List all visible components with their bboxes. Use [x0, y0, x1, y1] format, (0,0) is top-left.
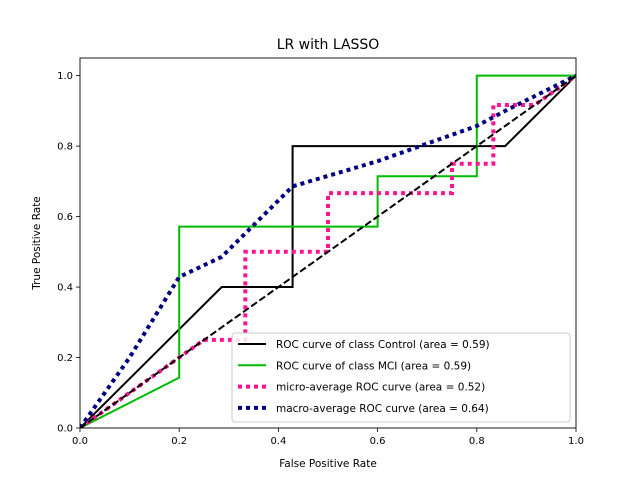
x-tick-label: 0.0 [72, 436, 88, 447]
axis-ticks: 0.0 0.2 0.4 0.6 0.8 1.0 0.0 0.2 0.4 0.6 0.8 1.0 [57, 71, 584, 447]
x-tick-label: 0.2 [171, 436, 187, 447]
x-tick-label: 0.6 [370, 436, 386, 447]
legend-entry-label: micro-average ROC curve (area = 0.52) [276, 382, 485, 394]
chart-title: LR with LASSO [277, 37, 380, 53]
x-tick-label: 0.4 [270, 436, 286, 447]
plot-lines [80, 73, 576, 428]
plot-frame [79, 57, 577, 429]
x-axis-label: False Positive Rate [279, 458, 377, 470]
x-tick-label: 0.8 [469, 436, 485, 447]
legend-entry-label: ROC curve of class MCI (area = 0.59) [276, 360, 471, 372]
y-axis-label: True Positive Rate [31, 196, 43, 291]
series-line-2 [80, 74, 576, 428]
y-tick-label: 0.8 [57, 142, 73, 153]
legend-box [231, 332, 571, 423]
y-tick-label: 0.2 [57, 353, 73, 364]
chance-reference-line [80, 74, 576, 428]
legend: ROC curve of class Control (area = 0.59)… [231, 332, 571, 423]
y-tick-label: 0.0 [57, 424, 73, 435]
legend-entry-label: macro-average ROC curve (area = 0.64) [276, 403, 489, 415]
x-tick-label: 1.0 [568, 436, 584, 447]
y-tick-label: 1.0 [57, 71, 73, 82]
legend-entry-label: ROC curve of class Control (area = 0.59) [276, 339, 490, 351]
series-line-3 [80, 73, 576, 428]
y-tick-label: 0.6 [57, 212, 73, 223]
series-line-1 [80, 74, 576, 428]
y-tick-label: 0.4 [57, 283, 73, 294]
